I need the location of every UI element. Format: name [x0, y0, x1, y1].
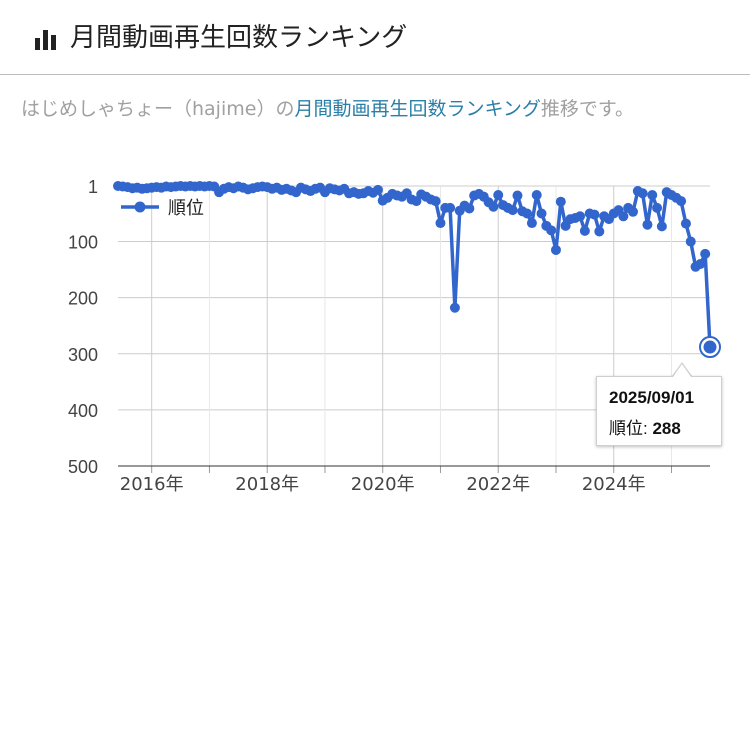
legend-marker [134, 201, 146, 213]
data-point [449, 302, 460, 313]
y-tick-label: 500 [68, 457, 98, 477]
tooltip-value: 288 [652, 419, 681, 438]
ranking-link[interactable]: 月間動画再生回数ランキング [294, 98, 541, 120]
description-prefix: はじめしゃちょー（hajime）の [21, 98, 295, 120]
data-point [594, 226, 605, 237]
data-point [536, 208, 547, 219]
tooltip-date: 2025/09/01 [609, 388, 695, 407]
data-point [512, 190, 523, 201]
data-point [637, 188, 648, 199]
data-point [647, 189, 658, 200]
data-point [676, 196, 687, 207]
data-point [680, 218, 691, 229]
bar-chart-icon [35, 30, 56, 50]
data-point [430, 196, 441, 207]
data-point [488, 201, 499, 212]
data-point [656, 221, 667, 232]
y-tick-label: 300 [68, 345, 98, 365]
data-point [652, 202, 663, 213]
data-point [575, 211, 586, 222]
data-point [522, 208, 533, 219]
description-suffix: 推移です。 [540, 98, 634, 120]
x-tick-label: 2024年 [582, 474, 646, 495]
page-title: 月間動画再生回数ランキング [70, 23, 408, 53]
data-point [700, 248, 711, 259]
data-point [589, 209, 600, 220]
y-tick-label: 200 [68, 289, 98, 309]
data-point-highlighted [703, 340, 717, 354]
rank-chart: 1 100 200 300 400 500 2016年 2018年 2020年 2022年 202… [68, 177, 721, 495]
data-point [507, 205, 518, 216]
data-point [464, 203, 475, 214]
data-point [627, 206, 638, 217]
tooltip-label: 順位: [609, 419, 653, 438]
y-tick-label: 400 [68, 401, 98, 421]
tooltip-value-line: 順位: 288 [609, 414, 681, 439]
x-tick-label: 2016年 [120, 474, 184, 495]
data-point [550, 244, 561, 255]
x-tick-label: 2022年 [466, 474, 530, 495]
data-point [555, 196, 566, 207]
data-point [579, 225, 590, 236]
y-tick-label: 1 [88, 177, 98, 197]
header: 月間動画再生回数ランキング [0, 0, 750, 75]
data-point [372, 184, 383, 195]
data-point [445, 202, 456, 213]
data-point [531, 189, 542, 200]
data-point [493, 189, 504, 200]
y-tick-label: 100 [68, 233, 98, 253]
data-point [546, 225, 557, 236]
data-point [695, 258, 706, 269]
data-point [685, 236, 696, 247]
data-point [642, 219, 653, 230]
legend-label: 順位 [168, 198, 204, 219]
data-point [618, 211, 629, 222]
data-point [526, 218, 537, 229]
description: はじめしゃちょー（hajime）の月間動画再生回数ランキング推移です。 [21, 94, 634, 124]
tooltip-tail-fill [673, 364, 691, 377]
x-tick-label: 2020年 [351, 474, 415, 495]
x-tick-label: 2018年 [235, 474, 299, 495]
data-tooltip: 2025/09/01 順位: 288 [596, 376, 722, 446]
data-point [435, 218, 446, 229]
